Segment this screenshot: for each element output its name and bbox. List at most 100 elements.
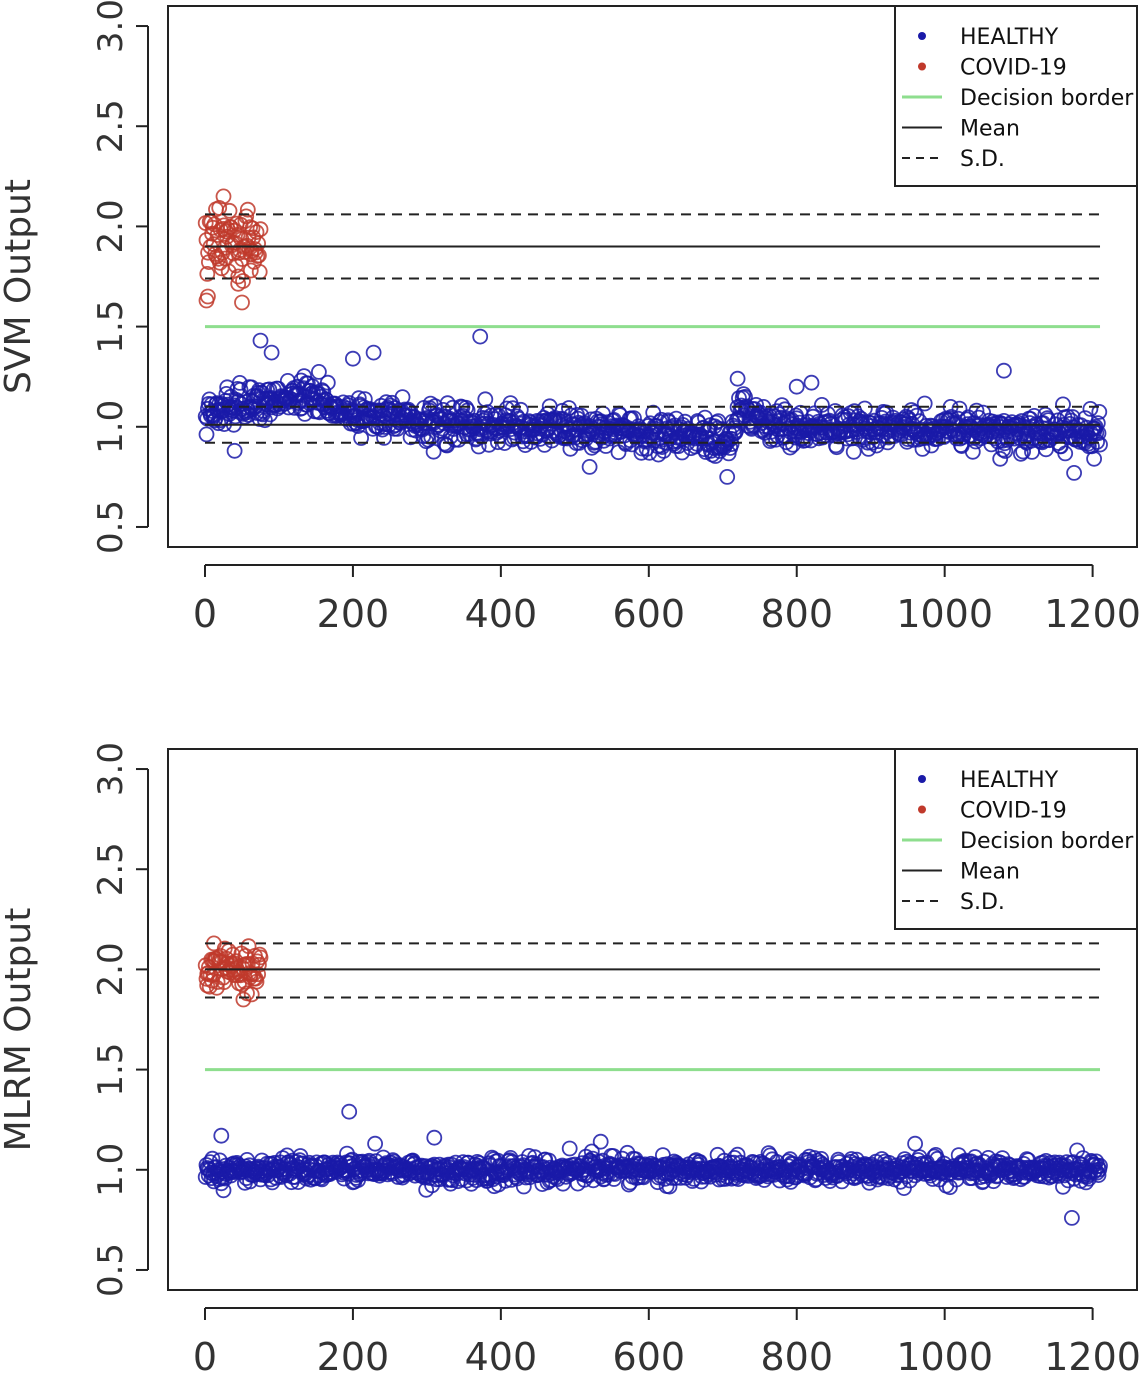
data-point: [458, 399, 475, 416]
data-point: [242, 262, 259, 279]
legend-label: Mean: [960, 117, 1020, 142]
y-tick-label: 2.5: [91, 99, 131, 153]
data-point: [235, 991, 252, 1008]
data-point: [1090, 1167, 1107, 1183]
data-point: [252, 949, 269, 966]
data-point: [1015, 443, 1031, 460]
data-point: [238, 208, 255, 225]
data-point: [906, 404, 923, 421]
data-point: [803, 374, 820, 391]
data-point: [256, 412, 273, 429]
data-point: [481, 436, 497, 453]
data-point: [350, 390, 367, 407]
data-point: [916, 395, 933, 412]
data-point: [426, 1129, 443, 1146]
data-point: [221, 202, 238, 219]
data-point: [296, 405, 313, 422]
data-point: [250, 966, 267, 983]
legend: HEALTHY COVID-19 Decision border Mean S.D.: [894, 5, 1138, 187]
data-point: [367, 1135, 384, 1152]
legend-label: COVID-19: [960, 56, 1067, 81]
legend-label: S.D.: [960, 147, 1005, 172]
legend-label: HEALTHY: [960, 25, 1059, 50]
y-axis-label: SVM Output: [0, 179, 39, 394]
legend-label: Decision border: [960, 829, 1134, 854]
legend: HEALTHY COVID-19 Decision border Mean S.D.: [894, 748, 1138, 930]
x-tick-label: 1000: [896, 592, 993, 636]
x-tick-label: 800: [760, 1335, 833, 1379]
series-covid-19: [197, 935, 269, 1008]
data-point: [512, 401, 529, 418]
data-point: [819, 405, 836, 422]
data-point: [1089, 415, 1106, 432]
legend-label: COVID-19: [960, 799, 1067, 824]
legend-marker: [918, 32, 926, 40]
data-point: [839, 426, 856, 443]
data-point: [252, 332, 269, 349]
data-point: [394, 389, 411, 406]
data-point: [561, 1140, 578, 1157]
x-tick-label: 0: [193, 592, 217, 636]
legend-label: HEALTHY: [960, 768, 1059, 793]
data-point: [472, 328, 489, 345]
data-point: [634, 440, 650, 457]
data-point: [729, 370, 746, 387]
legend-marker: [918, 62, 926, 71]
data-point: [199, 977, 216, 994]
y-tick-label: 3.0: [91, 742, 131, 796]
data-point: [1086, 450, 1102, 467]
data-point: [296, 368, 313, 385]
x-tick-label: 600: [613, 592, 686, 636]
x-tick-label: 400: [465, 592, 538, 636]
data-point: [674, 444, 690, 461]
data-point: [199, 288, 216, 305]
data-point: [992, 450, 1009, 467]
legend-label: S.D.: [960, 890, 1005, 915]
legend-label: Mean: [960, 860, 1020, 885]
data-point: [1090, 425, 1107, 442]
x-tick-label: 1200: [1044, 1335, 1141, 1379]
data-point: [719, 468, 736, 485]
data-point: [229, 226, 246, 243]
data-point: [845, 443, 862, 460]
data-point: [261, 381, 278, 398]
data-point: [1092, 436, 1108, 453]
y-tick-label: 1.0: [91, 400, 131, 454]
x-tick-label: 0: [193, 1335, 217, 1379]
data-point: [353, 430, 370, 446]
data-point: [1066, 464, 1082, 481]
data-point: [994, 432, 1011, 449]
x-tick-label: 600: [613, 1335, 686, 1379]
data-point: [248, 973, 265, 990]
y-tick-label: 1.5: [91, 1043, 131, 1097]
data-point: [1089, 1164, 1105, 1181]
data-point: [248, 224, 265, 241]
data-point: [250, 956, 267, 973]
legend-marker: [918, 775, 926, 783]
legend-marker: [918, 805, 926, 814]
data-point: [907, 1135, 923, 1152]
data-point: [856, 400, 873, 417]
data-point: [470, 438, 487, 455]
data-point: [215, 188, 232, 205]
y-tick-label: 3.0: [91, 0, 131, 53]
plot-area: [197, 935, 1108, 1226]
data-point: [198, 426, 215, 443]
x-tick-label: 800: [760, 592, 833, 636]
data-point: [995, 441, 1011, 458]
data-point: [788, 378, 805, 395]
data-point: [951, 400, 968, 417]
data-point: [344, 350, 361, 367]
y-axis-label: MLRM Output: [0, 908, 39, 1152]
data-point: [721, 425, 738, 442]
x-tick-label: 400: [465, 1335, 538, 1379]
plot-area: [197, 188, 1108, 485]
data-point: [226, 442, 243, 459]
data-point: [216, 239, 233, 256]
x-tick-label: 200: [317, 1335, 390, 1379]
y-tick-label: 2.5: [91, 842, 131, 896]
x-tick-label: 1000: [896, 1335, 993, 1379]
y-tick-label: 2.0: [91, 942, 131, 996]
legend-label: Decision border: [960, 86, 1134, 111]
